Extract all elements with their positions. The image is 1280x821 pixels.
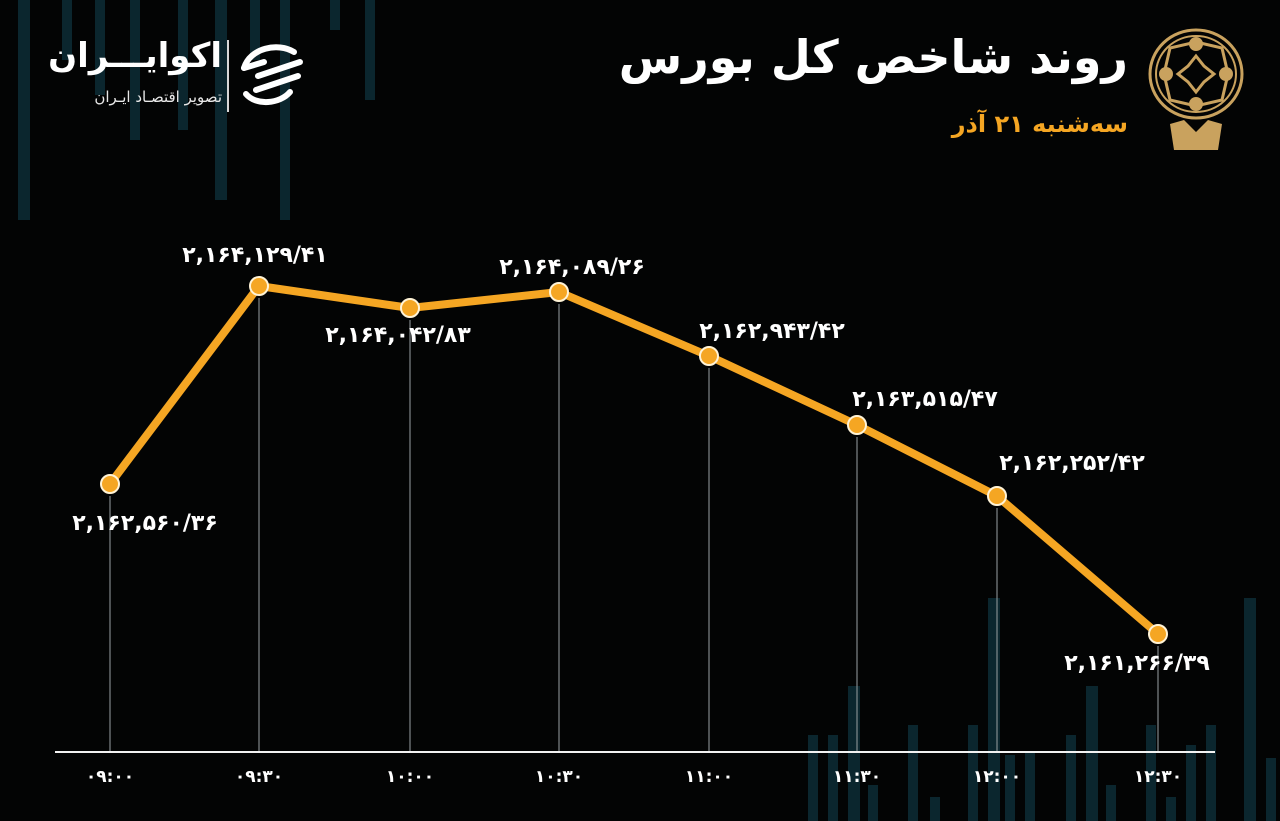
data-point-marker bbox=[400, 298, 420, 318]
data-point-marker bbox=[249, 276, 269, 296]
x-tick-label: ۱۰:۰۰ bbox=[386, 767, 434, 787]
data-point-marker bbox=[1148, 624, 1168, 644]
data-point-marker bbox=[847, 415, 867, 435]
data-point-marker bbox=[549, 282, 569, 302]
ecoiran-logo-icon bbox=[241, 44, 303, 105]
brand-divider bbox=[227, 40, 229, 112]
chart-date: سه‌شنبه ۲۱ آذر bbox=[951, 110, 1128, 138]
data-value-label: ۲,۱۶۲,۹۴۳/۴۲ bbox=[699, 319, 845, 344]
brand-logo-block: اکوایـــران تصویر اقتصـاد ایـران bbox=[48, 36, 318, 116]
brand-tagline: تصویر اقتصـاد ایـران bbox=[94, 88, 222, 106]
brand-name: اکوایـــران bbox=[48, 36, 222, 76]
stock-exchange-emblem-icon bbox=[1148, 28, 1244, 150]
data-value-label: ۲,۱۶۴,۰۴۲/۸۳ bbox=[325, 323, 471, 348]
x-tick-label: ۱۱:۳۰ bbox=[833, 767, 881, 787]
data-value-label: ۲,۱۶۴,۰۸۹/۲۶ bbox=[499, 255, 645, 280]
data-point-marker bbox=[699, 346, 719, 366]
data-value-label: ۲,۱۶۴,۱۲۹/۴۱ bbox=[182, 243, 328, 268]
x-tick-label: ۱۲:۳۰ bbox=[1134, 767, 1182, 787]
data-value-label: ۲,۱۶۲,۵۶۰/۳۶ bbox=[72, 511, 218, 536]
data-point-marker bbox=[100, 474, 120, 494]
x-tick-label: ۱۲:۰۰ bbox=[973, 767, 1021, 787]
series-line bbox=[106, 282, 1162, 638]
x-tick-label: ۱۱:۰۰ bbox=[685, 767, 733, 787]
x-tick-label: ۰۹:۳۰ bbox=[235, 767, 283, 787]
chart-title: روند شاخص کل بورس bbox=[618, 30, 1128, 84]
data-value-label: ۲,۱۶۱,۲۶۶/۳۹ bbox=[1064, 651, 1210, 676]
x-tick-label: ۱۰:۳۰ bbox=[535, 767, 583, 787]
data-point-marker bbox=[987, 486, 1007, 506]
x-tick-label: ۰۹:۰۰ bbox=[86, 767, 134, 787]
data-value-label: ۲,۱۶۲,۲۵۲/۴۲ bbox=[999, 451, 1145, 476]
data-value-label: ۲,۱۶۳,۵۱۵/۴۷ bbox=[852, 387, 998, 412]
